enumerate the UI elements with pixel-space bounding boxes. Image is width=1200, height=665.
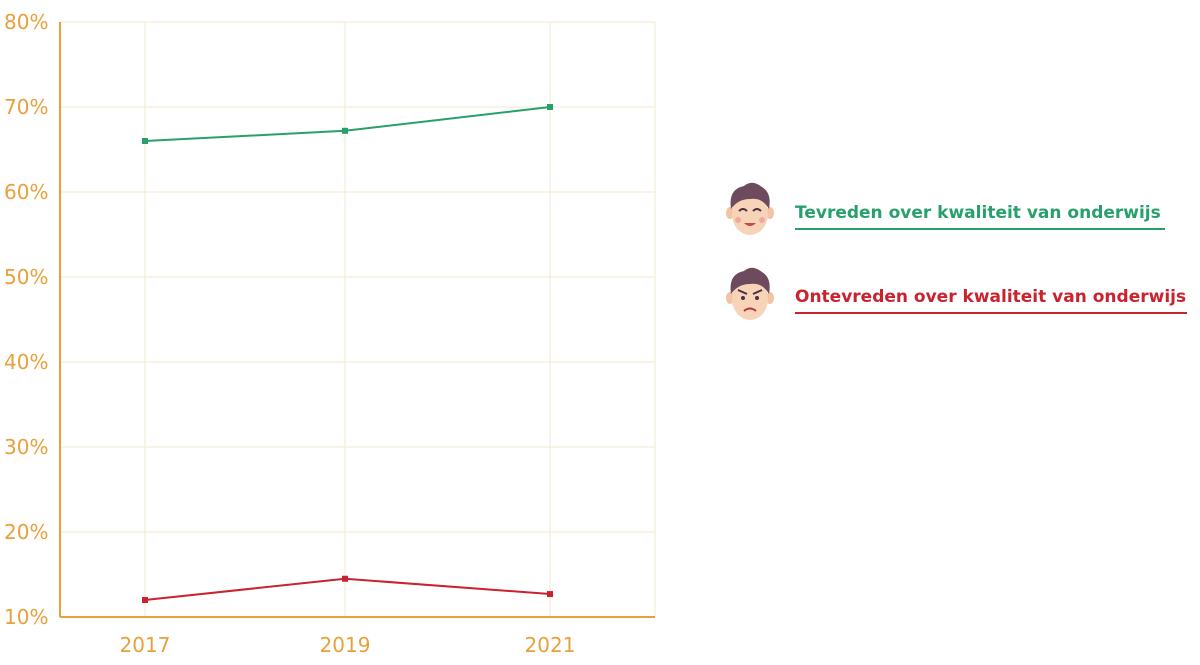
face-eye [738, 208, 748, 212]
data-point [342, 127, 348, 134]
face-mouth [744, 223, 756, 226]
face-head [732, 193, 768, 235]
face-ear [726, 292, 734, 304]
data-point [142, 138, 148, 144]
x-tick-label: 2019 [320, 633, 371, 657]
face-head [732, 278, 768, 320]
face-eye [755, 296, 759, 300]
y-tick-label: 60% [4, 180, 48, 204]
legend-label: Tevreden over kwaliteit van onderwijs [795, 203, 1161, 223]
face-brow [737, 289, 748, 295]
series-line-ontevreden [144, 577, 551, 601]
data-point [342, 575, 348, 582]
face-ear [766, 207, 774, 219]
face-hair [730, 267, 770, 294]
face-cheek [759, 217, 765, 223]
series [142, 104, 553, 603]
x-tick-label: 2017 [120, 633, 171, 657]
axes [59, 22, 655, 618]
face-brow [752, 289, 763, 295]
y-tick-label: 50% [4, 265, 48, 289]
tick-labels: 10% 20% 30% 40% 50% 60% 70% 80% 2017 2019 2021 [4, 10, 575, 657]
grid [60, 21, 656, 617]
y-tick-label: 30% [4, 435, 48, 459]
face-ear [766, 292, 774, 304]
y-tick-label: 80% [4, 10, 48, 34]
happy-face-icon [726, 182, 774, 235]
series-line-tevreden [144, 106, 551, 142]
data-point [547, 104, 553, 110]
face-ear [726, 207, 734, 219]
y-tick-label: 20% [4, 520, 48, 544]
y-tick-label: 40% [4, 350, 48, 374]
y-tick-label: 70% [4, 95, 48, 119]
face-cheek [735, 217, 741, 223]
face-mouth [743, 307, 757, 312]
y-tick-label: 10% [4, 605, 48, 629]
legend-item-ontevreden: Ontevreden over kwaliteit van onderwijs [795, 287, 1187, 314]
face-eye [752, 208, 762, 212]
angry-face-icon [726, 267, 774, 320]
face-eye [741, 296, 745, 300]
x-tick-label: 2021 [525, 633, 576, 657]
legend-item-tevreden: Tevreden over kwaliteit van onderwijs [795, 203, 1165, 230]
data-point [142, 597, 148, 603]
face-hair [730, 182, 770, 209]
legend-label: Ontevreden over kwaliteit van onderwijs [795, 287, 1186, 307]
legend: Tevreden over kwaliteit van onderwijs Ont… [726, 182, 1187, 320]
data-point [547, 591, 553, 598]
